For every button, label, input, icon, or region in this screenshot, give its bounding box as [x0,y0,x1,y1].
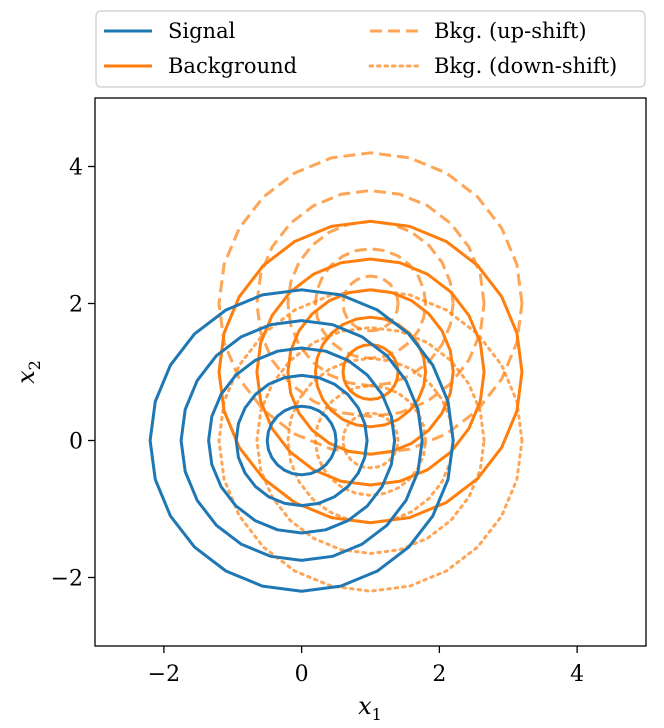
bkg_up-contour-2 [313,247,428,360]
background-contour-4 [255,257,486,487]
series-bkg_down [217,288,524,593]
x-tick-label: 0 [295,662,309,687]
x-axis-label: x1 [358,692,382,724]
background-contour-3 [286,288,455,456]
legend-entry-background: Background [104,54,297,78]
legend-entry-bkg_down: Bkg. (down-shift) [368,54,617,78]
signal-contour-1 [265,404,338,477]
x-tick-label: −2 [148,662,180,687]
series-background [217,219,524,525]
x-tick-label: 2 [432,662,446,687]
y-tick-label: 2 [69,293,83,318]
bkg_down-contour-4 [255,326,486,555]
y-tick-label: −2 [51,567,83,592]
x-tick-label: 4 [570,662,584,687]
signal-contour-4 [179,319,424,562]
signal-contour-5 [148,288,455,593]
contour-layer [148,151,524,593]
bkg_up-contour-1 [341,274,400,333]
plot-area-frame [94,97,647,647]
legend: Signal Background Bkg. (up-shift) Bkg. (dow… [95,10,646,88]
axis-ticks: −2 0 2 4 −2 0 2 4 [51,156,585,688]
legend-label: Background [168,54,297,78]
bkg_down-contour-1 [341,411,400,470]
legend-box [95,10,646,88]
legend-entry-signal: Signal [104,19,236,43]
background-contour-5 [217,219,524,525]
legend-entry-bkg_up: Bkg. (up-shift) [370,19,587,43]
bkg_up-contour-5 [217,151,524,456]
legend-label: Bkg. (down-shift) [434,54,617,78]
bkg_down-contour-3 [286,356,455,525]
bkg_down-contour-2 [313,384,428,497]
y-tick-label: 4 [69,156,83,181]
y-axis-label: x2 [12,360,44,384]
bkg_down-contour-5 [217,288,524,593]
bkg_up-contour-3 [286,219,455,388]
background-contour-1 [341,343,400,401]
legend-label: Signal [168,19,236,43]
legend-label: Bkg. (up-shift) [434,19,587,43]
series-bkg_up [217,151,524,456]
signal-contour-2 [234,373,369,508]
series-signal [148,288,455,593]
signal-contour-3 [207,346,397,535]
y-tick-label: 0 [69,430,83,455]
bkg_up-contour-4 [255,189,486,418]
